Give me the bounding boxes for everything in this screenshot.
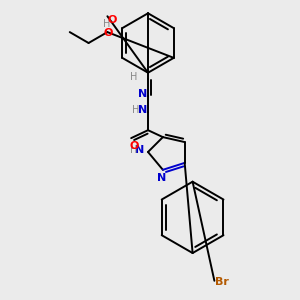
Text: H: H — [132, 105, 140, 116]
Text: O: O — [130, 141, 139, 151]
Text: N: N — [138, 105, 148, 116]
Text: O: O — [104, 28, 113, 38]
Text: H: H — [130, 145, 138, 155]
Text: N: N — [157, 173, 167, 183]
Text: H: H — [130, 72, 138, 82]
Text: N: N — [138, 88, 148, 98]
Text: H: H — [103, 19, 110, 29]
Text: N: N — [136, 145, 145, 155]
Text: Br: Br — [215, 277, 229, 287]
Text: O: O — [108, 15, 117, 25]
